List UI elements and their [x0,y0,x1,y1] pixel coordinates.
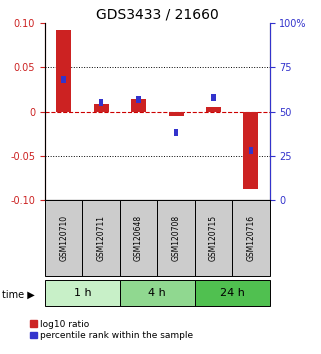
Bar [243,112,258,189]
Bar [136,96,141,103]
Bar [99,99,103,106]
Bar [211,94,216,101]
Bar [157,200,195,276]
Text: GSM120710: GSM120710 [59,215,68,261]
Bar [120,280,195,306]
Bar [94,104,108,112]
Legend: log10 ratio, percentile rank within the sample: log10 ratio, percentile rank within the … [30,320,193,340]
Bar [56,30,71,112]
Bar [249,147,253,154]
Bar [82,200,120,276]
Text: GSM120708: GSM120708 [171,215,180,261]
Title: GDS3433 / 21660: GDS3433 / 21660 [96,8,219,22]
Bar [206,107,221,112]
Bar [61,76,66,83]
Bar [174,129,178,136]
Bar [195,280,270,306]
Text: GSM120715: GSM120715 [209,215,218,261]
Bar [45,280,120,306]
Bar [195,200,232,276]
Bar [232,200,270,276]
Text: 24 h: 24 h [220,288,245,298]
Text: 1 h: 1 h [74,288,91,298]
Text: 4 h: 4 h [148,288,166,298]
Text: GSM120711: GSM120711 [97,215,106,261]
Bar [169,112,184,116]
Bar [120,200,157,276]
Text: GSM120648: GSM120648 [134,215,143,261]
Text: GSM120716: GSM120716 [247,215,256,261]
Bar [131,99,146,112]
Bar [45,200,82,276]
Text: time ▶: time ▶ [2,290,34,299]
